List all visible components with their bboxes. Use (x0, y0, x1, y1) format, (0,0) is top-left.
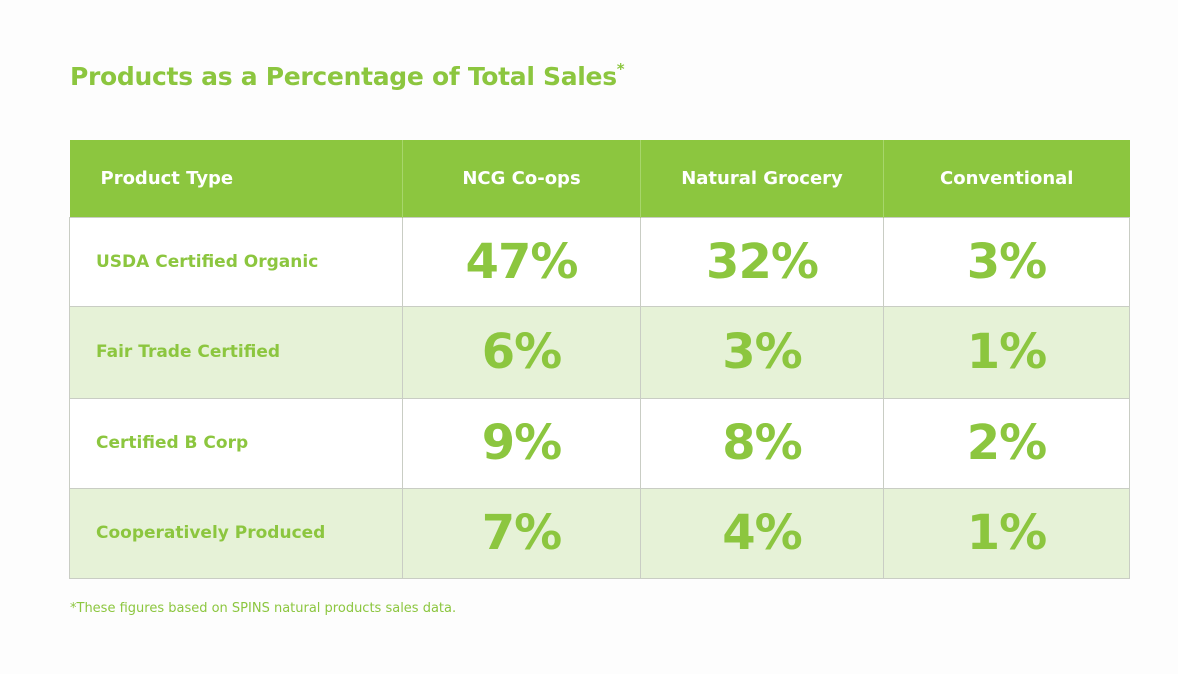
table-row: Fair Trade Certified 6% 3% 1% (69, 305, 1130, 399)
footnote: *These figures based on SPINS natural pr… (70, 601, 457, 616)
cell-value: 8% (640, 397, 884, 489)
cell-value: 32% (640, 216, 884, 307)
page-title: Products as a Percentage of Total Sales* (70, 60, 625, 91)
title-asterisk: * (616, 60, 625, 78)
column-header-conventional: Conventional (883, 140, 1130, 217)
column-header-product-type: Product Type (100, 167, 234, 189)
cell-value: 1% (883, 487, 1130, 579)
row-label: USDA Certified Organic (69, 216, 403, 307)
cell-value: 4% (640, 487, 884, 579)
table-header-row: Product Type NCG Co-ops Natural Grocery … (69, 140, 1130, 217)
table-row: USDA Certified Organic 47% 32% 3% (69, 216, 1130, 307)
cell-value: 47% (402, 216, 641, 307)
cell-value: 9% (402, 397, 641, 489)
cell-value: 3% (640, 305, 884, 399)
cell-value: 3% (883, 216, 1130, 307)
cell-value: 6% (402, 305, 641, 399)
page-title-text: Products as a Percentage of Total Sales (70, 62, 617, 91)
sales-table: Product Type NCG Co-ops Natural Grocery … (69, 140, 1130, 579)
cell-value: 7% (402, 487, 641, 579)
column-header-ncg-coops: NCG Co-ops (402, 140, 641, 217)
row-label: Fair Trade Certified (69, 305, 403, 399)
column-header-natural-grocery: Natural Grocery (640, 140, 884, 217)
row-label: Certified B Corp (69, 397, 403, 489)
table-row: Cooperatively Produced 7% 4% 1% (69, 487, 1130, 579)
cell-value: 2% (883, 397, 1130, 489)
row-label: Cooperatively Produced (69, 487, 403, 579)
table-row: Certified B Corp 9% 8% 2% (69, 397, 1130, 489)
cell-value: 1% (883, 305, 1130, 399)
